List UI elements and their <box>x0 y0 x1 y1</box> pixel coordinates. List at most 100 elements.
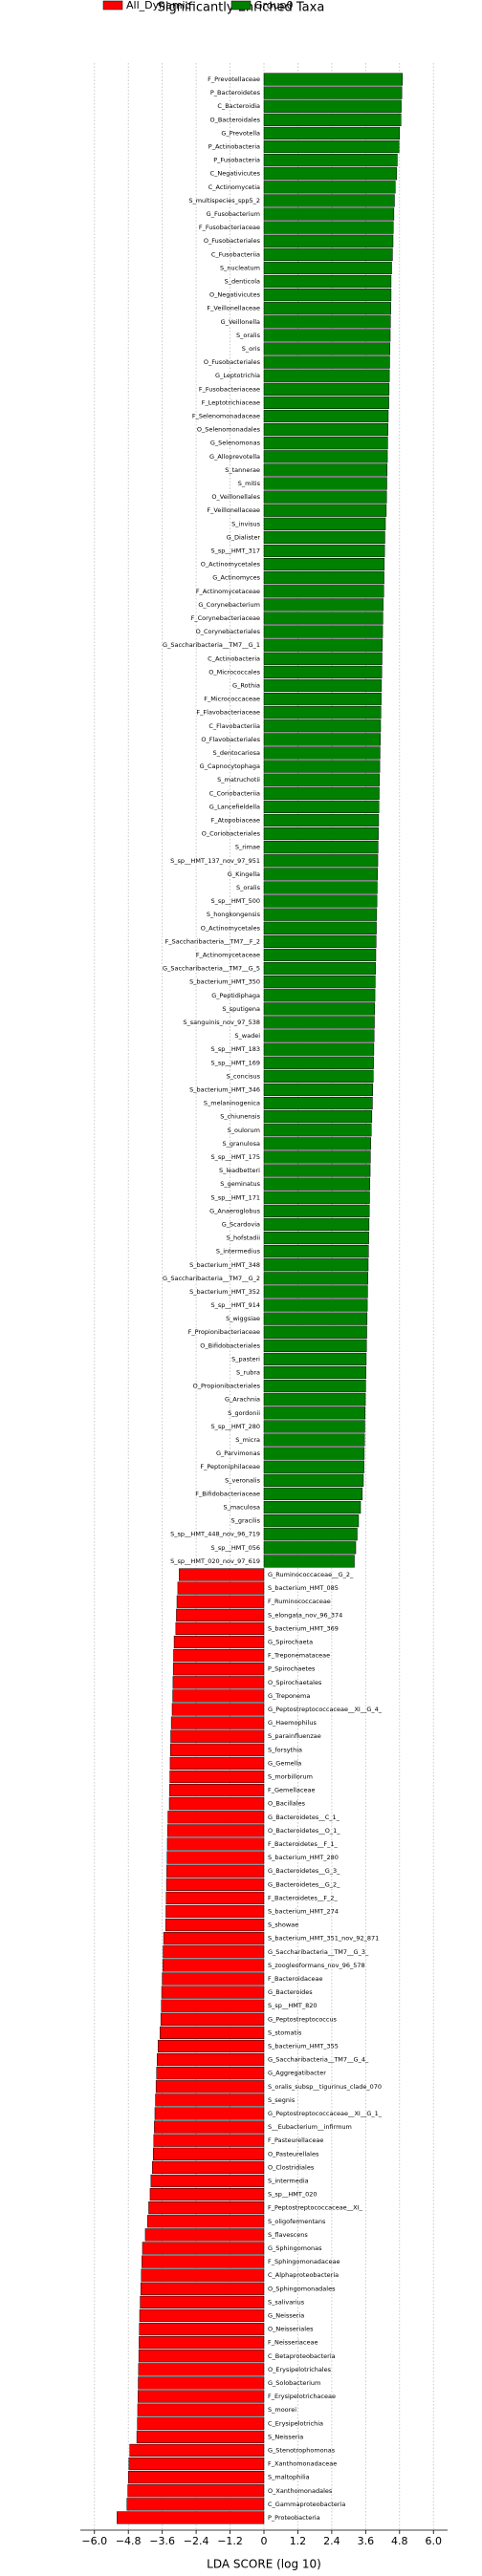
bar <box>263 194 395 207</box>
bar <box>263 571 384 585</box>
bar <box>263 355 390 369</box>
bar <box>169 1770 265 1784</box>
bar-label: O_Xanthomonadales <box>268 2487 333 2495</box>
bar <box>263 167 398 181</box>
bar-label: F_Erysipelotrichaceae <box>268 2393 336 2400</box>
bar <box>166 1864 265 1878</box>
bar-label: S_denticola <box>225 278 260 286</box>
bar-label: F_Actinomycetaceae <box>196 951 260 958</box>
bar <box>263 423 388 437</box>
bar-label: F_Bacteroidetes__F_1_ <box>268 1840 339 1848</box>
bar-label: G_Kingella <box>228 870 260 878</box>
bar <box>263 625 383 638</box>
bar-label: S_bacterium_HMT_369 <box>268 1624 339 1632</box>
bar <box>263 948 377 962</box>
legend-label: Group0 <box>254 0 294 11</box>
bar <box>263 369 390 382</box>
bar-label: S_dentocariosa <box>212 749 260 757</box>
bar-label: G_Saccharibacteria__TM7__G_5 <box>163 965 260 973</box>
bar-label: G_Peptidiphaga <box>211 992 260 999</box>
bar <box>263 181 396 194</box>
bar <box>263 504 387 517</box>
bar <box>161 1986 265 1999</box>
bar <box>138 2376 265 2390</box>
bar-label: S_forsythia <box>268 1746 302 1753</box>
bar <box>149 2187 265 2201</box>
bar-label: G_Aggregatibacter <box>268 2070 326 2077</box>
bar <box>136 2430 265 2443</box>
bar-label: S_wadei <box>234 1032 260 1040</box>
bar-label: S_sp__HMT_169 <box>210 1059 260 1066</box>
bar-label: S_veronalis <box>225 1476 260 1484</box>
bar-label: C_Flavobacteriia <box>208 722 260 730</box>
bar <box>263 517 386 530</box>
bar-label: S_oligofermentans <box>268 2218 326 2225</box>
bar <box>147 2215 265 2228</box>
bar-label: G_Treponema <box>268 1692 310 1700</box>
bar-label: F_Sphingomonadaceae <box>268 2258 340 2265</box>
bar <box>163 1932 265 1945</box>
bar <box>263 1299 368 1312</box>
bar <box>263 490 387 504</box>
bar <box>263 477 387 490</box>
bar <box>263 665 383 678</box>
bar-label: S_maculosa <box>223 1504 260 1512</box>
bar <box>263 585 384 598</box>
bar-label: S_sp__HMT_171 <box>210 1193 260 1201</box>
bar-label: S_oris <box>242 345 261 353</box>
bar <box>263 113 402 126</box>
bar <box>160 2012 265 2026</box>
bar-label: O_Sphingomonadales <box>268 2285 336 2292</box>
bar-label: G_Parvimonas <box>216 1449 261 1457</box>
bar-label: C_Alphaproteobacteria <box>268 2271 339 2279</box>
bar-label: G_Neisseria <box>268 2311 304 2319</box>
bar <box>165 1891 265 1904</box>
legend-swatch <box>230 0 252 11</box>
bar <box>137 2403 265 2416</box>
bar-label: S_maltophilia <box>268 2474 310 2481</box>
bar-label: G_Ruminococcaceae__G_2_ <box>268 1571 354 1578</box>
bar-label: S_rimae <box>235 844 260 851</box>
bar-label: G_Bacteroides <box>268 1988 313 1996</box>
bar <box>263 1056 374 1069</box>
bar <box>263 1406 365 1420</box>
bar-label: G_Bacteroidetes__C_1_ <box>268 1814 340 1821</box>
bar <box>263 329 391 342</box>
bar-label: G_Lancefieldella <box>209 803 260 810</box>
bar <box>263 1460 364 1473</box>
bar <box>263 1150 371 1164</box>
bar-label: F_Treponemataceae <box>268 1652 330 1660</box>
bar <box>172 1689 265 1703</box>
bar <box>179 1568 265 1581</box>
bar <box>171 1703 265 1716</box>
bar-label: S_moorei <box>268 2406 296 2414</box>
bar <box>139 2308 265 2323</box>
bar-label: F_Micrococcaceae <box>204 696 260 703</box>
bar <box>170 1716 265 1729</box>
bar <box>263 1365 366 1380</box>
x-tick-label: 1.2 <box>290 2535 307 2547</box>
bar-label: F_Selenomonadaceae <box>192 413 260 420</box>
bar <box>177 1581 265 1595</box>
bar-label: G_Spirochaeta <box>268 1639 313 1646</box>
bar <box>263 558 385 571</box>
bar-label: S_sp__HMT_280 <box>210 1423 260 1430</box>
bar-label: O_Actinomycetales <box>201 924 261 932</box>
bar <box>140 2295 265 2308</box>
bar-label: G_Peptostreptococcaceae__XI__G_4_ <box>268 1706 383 1713</box>
bar <box>263 1500 362 1514</box>
bar-label: G_Bacteroidetes__G_2_ <box>268 1880 340 1888</box>
bar <box>126 2498 265 2511</box>
bar-label: C_Bacteroidia <box>217 102 260 110</box>
bar <box>263 544 385 558</box>
bar <box>263 1380 366 1393</box>
bar <box>142 2255 265 2268</box>
legend-swatch <box>102 0 123 11</box>
bar <box>263 1096 373 1110</box>
bar <box>263 841 379 854</box>
bar-label: O_Fusobacteriales <box>204 237 261 245</box>
bar <box>263 463 388 477</box>
bar <box>263 1447 365 1460</box>
bar <box>263 315 391 329</box>
